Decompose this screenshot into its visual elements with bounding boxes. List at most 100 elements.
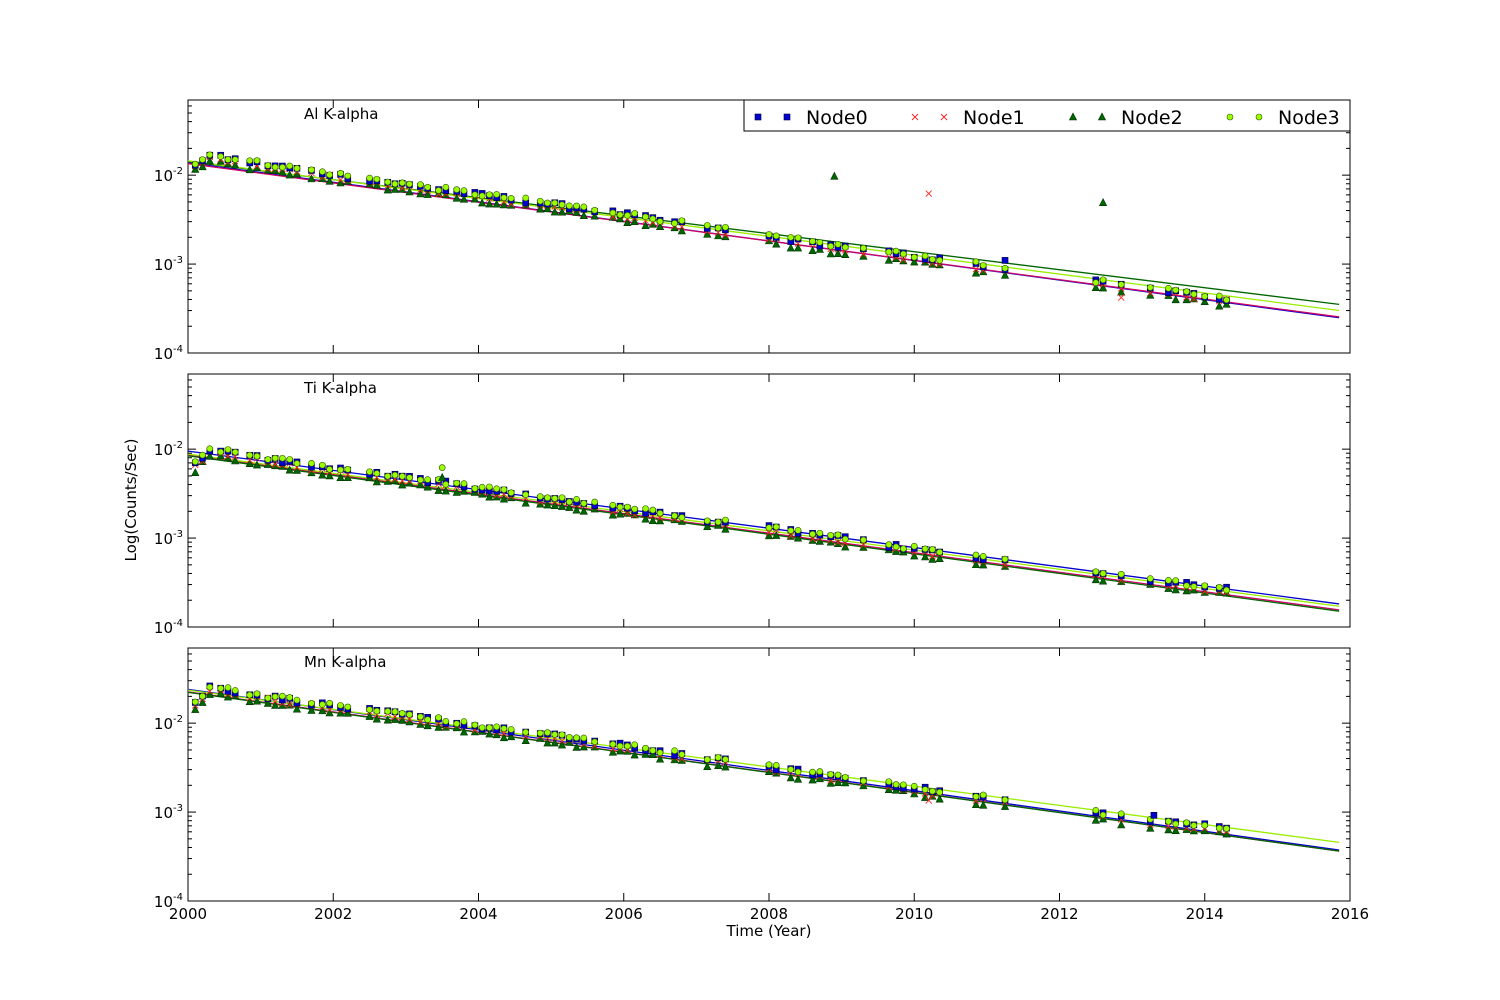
data-point	[224, 684, 232, 691]
data-point	[286, 701, 293, 708]
data-point	[372, 180, 381, 189]
data-point	[206, 151, 214, 159]
data-point	[573, 202, 580, 210]
data-point	[721, 524, 730, 533]
data-point	[1146, 284, 1154, 291]
data-point	[521, 736, 530, 744]
data-point	[372, 714, 381, 723]
data-point	[1092, 806, 1100, 814]
data-point	[573, 734, 580, 742]
y-axis-title: Log(Counts/Sec)	[122, 439, 140, 562]
data-point	[677, 226, 686, 235]
outlier-point	[1150, 811, 1158, 819]
data-point	[591, 738, 599, 746]
data-point	[816, 768, 824, 775]
data-point	[486, 191, 493, 198]
data-point	[337, 169, 344, 177]
data-point	[609, 501, 617, 509]
data-point	[972, 258, 980, 266]
data-point	[493, 723, 500, 731]
data-point	[815, 536, 824, 545]
data-point	[809, 238, 816, 245]
data-point	[809, 530, 816, 538]
y-tick-label: 10-2	[154, 166, 183, 185]
data-point	[551, 495, 559, 502]
data-point	[624, 742, 631, 750]
data-point	[928, 259, 937, 268]
data-point	[929, 552, 936, 560]
data-point	[1117, 820, 1126, 829]
data-point	[191, 698, 199, 706]
plot-area	[188, 445, 1340, 612]
data-point	[1165, 818, 1172, 825]
data-point	[591, 498, 599, 506]
data-point	[971, 268, 981, 277]
data-point	[656, 749, 664, 756]
data-point	[1215, 301, 1224, 310]
data-point	[434, 485, 443, 494]
data-point	[308, 460, 315, 467]
data-point	[910, 253, 918, 261]
data-point	[1117, 570, 1125, 578]
data-point	[384, 178, 392, 186]
data-point	[859, 781, 868, 790]
data-point	[764, 531, 774, 540]
data-point	[1183, 582, 1190, 589]
data-point	[417, 476, 424, 484]
data-point	[499, 494, 509, 503]
data-point	[1171, 295, 1180, 304]
data-point	[416, 189, 425, 198]
data-point	[936, 788, 943, 796]
data-point	[1190, 295, 1198, 303]
data-point	[892, 247, 900, 255]
data-point	[424, 716, 431, 723]
data-point	[834, 531, 842, 539]
data-point	[500, 730, 508, 737]
data-point	[326, 466, 333, 473]
data-point	[493, 191, 500, 198]
data-point	[1215, 824, 1223, 832]
data-point	[1223, 296, 1230, 304]
data-point	[722, 756, 729, 763]
data-point	[656, 218, 664, 225]
data-point	[649, 506, 657, 514]
data-point	[319, 461, 326, 469]
series-node3	[191, 151, 1230, 304]
data-point	[336, 473, 345, 481]
data-point	[485, 199, 494, 208]
data-point	[860, 777, 867, 785]
x-tick-label: 2002	[314, 905, 352, 923]
data-point	[921, 252, 929, 260]
data-point	[1164, 825, 1173, 834]
data-point	[671, 220, 678, 227]
data-point	[318, 706, 327, 715]
data-point	[841, 542, 850, 551]
data-point	[565, 734, 573, 741]
data-point	[199, 156, 206, 163]
data-point	[979, 262, 987, 269]
data-point	[809, 768, 816, 776]
data-point	[245, 697, 254, 706]
data-point	[271, 700, 280, 709]
data-point	[793, 774, 803, 783]
data-point	[337, 176, 344, 184]
data-point	[344, 703, 352, 711]
data-point	[252, 460, 262, 469]
data-point	[623, 746, 632, 755]
data-point	[714, 231, 723, 240]
data-point	[550, 738, 559, 747]
data-point	[550, 207, 559, 216]
data-point	[972, 265, 980, 273]
legend-box	[743, 99, 1351, 132]
legend-label: Node2	[1121, 107, 1183, 129]
data-point	[424, 476, 431, 483]
data-point	[616, 503, 624, 511]
data-point	[827, 771, 835, 778]
data-point	[292, 465, 302, 474]
data-point	[398, 480, 407, 489]
data-point	[1001, 796, 1009, 804]
data-point	[910, 782, 918, 790]
data-point	[1001, 264, 1009, 272]
data-point	[271, 461, 279, 468]
